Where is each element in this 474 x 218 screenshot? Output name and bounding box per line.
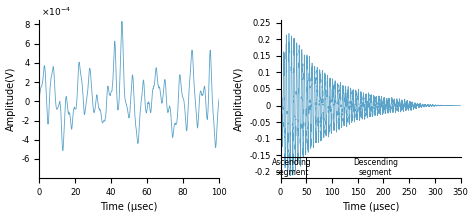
Text: $\times10^{-4}$: $\times10^{-4}$ [41,6,71,18]
Y-axis label: Amplitude(V): Amplitude(V) [234,67,244,131]
Text: Ascending
segment: Ascending segment [272,158,312,177]
X-axis label: Time (μsec): Time (μsec) [342,203,399,213]
Text: Descending
segment: Descending segment [353,158,398,177]
X-axis label: Time (μsec): Time (μsec) [100,203,158,213]
Y-axis label: Amplitude(V): Amplitude(V) [6,67,16,131]
